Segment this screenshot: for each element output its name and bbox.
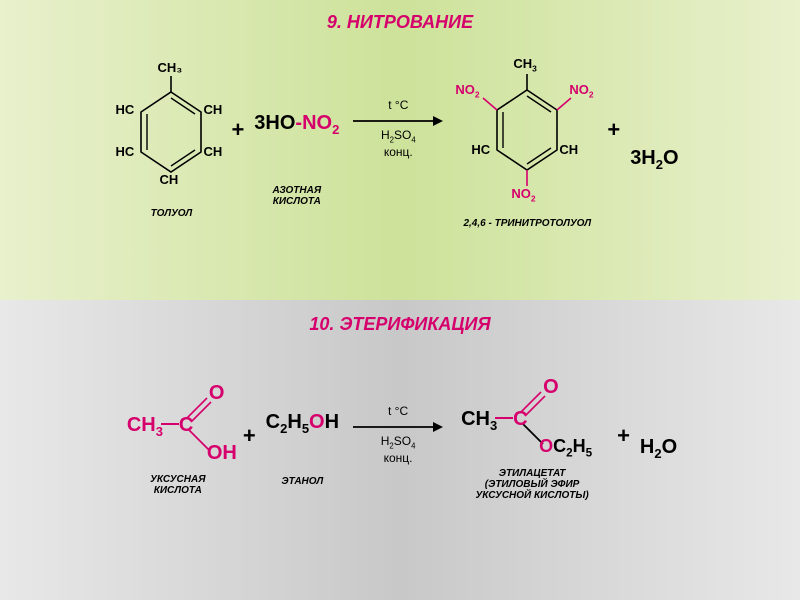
title-esterification: 10. ЭТЕРИФИКАЦИЯ	[0, 314, 800, 335]
tnt-no2-left: NO2	[455, 82, 479, 100]
mol-ethyl-acetate: CH3 C O OC2H5 ЭТИЛАЦЕТАТ(ЭТИЛОВЫЙ ЭФИРУК…	[457, 370, 607, 501]
plus-3: +	[243, 423, 256, 449]
label-nitric-acid: АЗОТНАЯКИСЛОТА	[272, 185, 321, 207]
mol-water-1: 3H2O	[630, 107, 678, 172]
ester-structure: CH3 C O OC2H5	[457, 370, 607, 460]
atom-ch-tr: CH	[203, 102, 222, 117]
cond-above: t °C	[388, 98, 408, 114]
arrow-nitration: t °C H2SO4конц.	[353, 98, 443, 161]
acetic-oh: OH	[207, 442, 237, 465]
mol-toluene: CH₃ HC CH HC CH CH ТОЛУОЛ	[121, 60, 221, 219]
plus-4: +	[617, 423, 630, 449]
atom-hc-tl: HC	[115, 102, 134, 117]
panel-esterification: 10. ЭТЕРИФИКАЦИЯ CH3 C O OH УКСУСНАЯКИСЛ…	[0, 300, 800, 600]
mol-acetic-acid: CH3 C O OH УКСУСНАЯКИСЛОТА	[123, 376, 233, 496]
cond-above-2: t °C	[388, 404, 408, 420]
label-ethanol: ЭТАНОЛ	[281, 476, 323, 487]
cond-below: H2SO4конц.	[381, 128, 416, 161]
ester-o: O	[543, 376, 559, 399]
plus-1: +	[231, 117, 244, 143]
arrow-svg-2	[353, 420, 443, 434]
mol-nitric-acid: 3HO-NO2 АЗОТНАЯКИСЛОТА	[254, 72, 339, 207]
arrow-esterification: t °C H2SO4конц.	[353, 404, 443, 467]
ethanol-formula: C2H5OH	[266, 411, 339, 436]
acetic-structure: CH3 C O OH	[123, 376, 233, 466]
ester-c: C	[513, 408, 527, 431]
label-acetic: УКСУСНАЯКИСЛОТА	[150, 474, 205, 496]
label-ester: ЭТИЛАЦЕТАТ(ЭТИЛОВЫЙ ЭФИРУКСУСНОЙ КИСЛОТЫ…	[475, 468, 588, 501]
title-text: НИТРОВАНИЕ	[347, 12, 473, 32]
reaction-esterification: CH3 C O OH УКСУСНАЯКИСЛОТА + C2H5OH ЭТАН…	[0, 370, 800, 501]
title-number: 9.	[327, 12, 342, 32]
plus-2: +	[607, 117, 620, 143]
ester-oc2h5: OC2H5	[539, 436, 592, 460]
atom-ch-bottom: CH	[159, 172, 178, 187]
tnt-no2-para: NO2	[511, 186, 535, 204]
tnt-hc-bl: HC	[471, 142, 490, 157]
tnt-no2-right: NO2	[569, 82, 593, 100]
arrow-svg	[353, 114, 443, 128]
reaction-nitration: CH₃ HC CH HC CH CH ТОЛУОЛ + 3HO-NO2 АЗОТ…	[0, 50, 800, 229]
water-formula-2: H2O	[640, 436, 677, 461]
acetic-c: C	[179, 414, 193, 437]
title-number-2: 10.	[309, 314, 334, 334]
mol-water-2: H2O	[640, 410, 677, 461]
nitric-acid-formula: 3HO-NO2	[254, 112, 339, 137]
water-formula-1: 3H2O	[630, 147, 678, 172]
tnt-ch3: CH3	[513, 56, 536, 74]
label-toluene: ТОЛУОЛ	[151, 208, 193, 219]
atom-ch-br: CH	[203, 144, 222, 159]
acetic-ch3: CH3	[127, 414, 163, 439]
mol-tnt: CH3 NO2 NO2 HC CH NO2 2,4,6 - ТРИНИТРОТО…	[457, 50, 597, 229]
acetic-o: O	[209, 382, 225, 405]
label-tnt: 2,4,6 - ТРИНИТРОТОЛУОЛ	[463, 218, 591, 229]
cond-below-2: H2SO4конц.	[381, 434, 416, 467]
ester-ch3: CH3	[461, 408, 497, 433]
panel-nitration: 9. НИТРОВАНИЕ CH₃ HC CH HC	[0, 0, 800, 300]
atom-hc-bl: HC	[115, 144, 134, 159]
mol-ethanol: C2H5OH ЭТАНОЛ	[266, 385, 339, 487]
toluene-ch3: CH₃	[157, 60, 182, 75]
tnt-structure: CH3 NO2 NO2 HC CH NO2	[457, 50, 597, 210]
tnt-ch-br: CH	[559, 142, 578, 157]
toluene-structure: CH₃ HC CH HC CH CH	[121, 60, 221, 200]
title-nitration: 9. НИТРОВАНИЕ	[0, 12, 800, 33]
title-text-2: ЭТЕРИФИКАЦИЯ	[339, 314, 490, 334]
